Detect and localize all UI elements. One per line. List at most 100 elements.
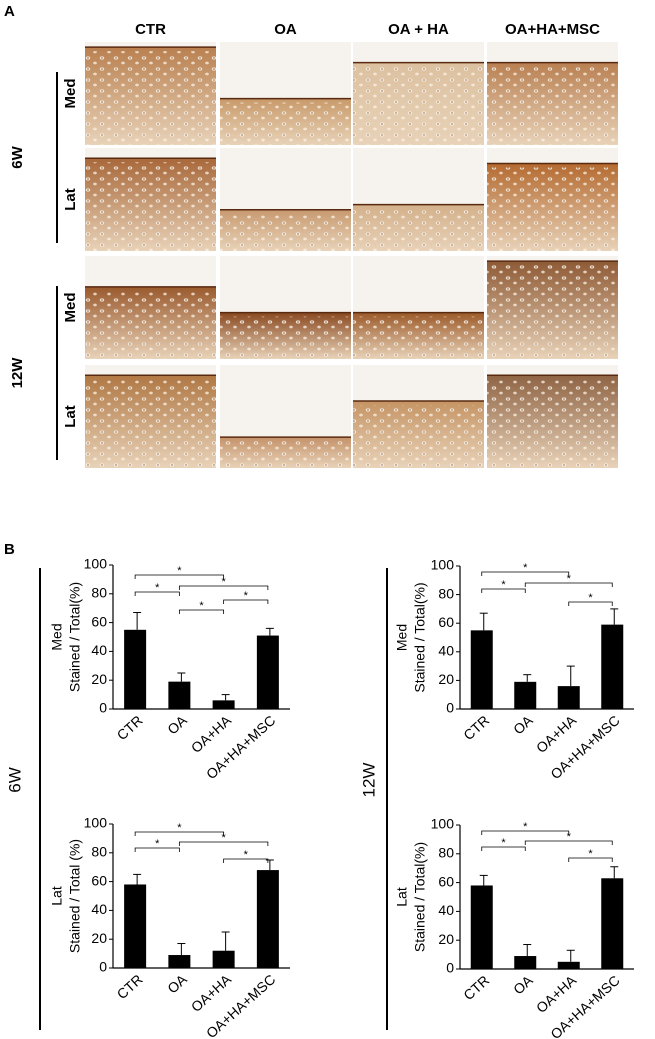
error-bar [610,866,619,879]
significance-bracket [524,840,613,845]
error-bar [221,931,230,951]
y-tick-label: 40 [438,902,454,918]
cells [85,162,216,251]
group-label: 6W [9,145,26,168]
significance-label: * [155,838,160,850]
significance-label: * [523,562,528,574]
significance-bracket [481,846,526,851]
cells [353,405,484,468]
bar [514,681,537,709]
y-tick-label: 20 [91,671,107,687]
group-label: Med [394,624,410,651]
significance-label: * [567,831,572,843]
cells [487,379,618,468]
error-bar [523,674,532,682]
x-tick-label: CTR [114,712,146,743]
significance-label: * [588,592,593,604]
x-tick-label: CTR [460,972,492,1003]
bar [470,885,493,969]
error-bar [566,949,575,962]
y-tick-label: 20 [438,931,454,947]
x-tick-label: OA [510,712,536,738]
cells [487,265,618,359]
bar [256,870,279,968]
bar [124,629,147,709]
y-tick-label: 100 [84,815,108,831]
column-header: OA+HA+MSC [505,21,600,38]
y-tick-label: 20 [438,671,454,687]
group-label: Lat [394,887,410,907]
cells [85,51,216,145]
error-bar [177,672,186,682]
column-header: CTR [135,21,166,38]
significance-bracket [178,609,225,614]
significance-bracket [568,857,613,862]
significance-label: * [221,576,226,588]
y-axis-label: Stained / Total(%) [67,582,83,692]
error-bar [610,608,619,625]
group-label: Lat [49,886,65,906]
cells [220,316,351,359]
error-bar [523,944,532,957]
y-tick-label: 60 [91,872,107,888]
significance-bracket [481,571,570,576]
significance-bracket [134,847,180,852]
cells [220,213,351,251]
bar [514,956,537,969]
bar [168,681,191,709]
y-tick-label: 100 [84,556,108,572]
significance-label: * [523,821,528,833]
significance-label: * [501,579,506,591]
significance-label: * [177,565,182,577]
y-tick-label: 60 [91,613,107,629]
bar [212,700,235,709]
y-axis-label: Stained / Total(%) [412,842,428,952]
group-label: 6W [5,767,24,793]
bar [470,630,493,709]
error-bar [265,859,274,871]
bar [557,961,580,969]
significance-label: * [567,573,572,585]
y-tick-label: 0 [99,700,107,716]
y-tick-label: 100 [431,557,455,573]
significance-label: * [588,848,593,860]
significance-label: * [199,600,204,612]
cells [353,66,484,145]
y-tick-label: 0 [446,960,454,976]
error-bar [566,665,575,687]
y-axis-label: Stained / Total(%) [412,582,428,692]
significance-bracket [178,585,269,590]
significance-label: * [501,837,506,849]
x-tick-label: CTR [460,712,492,743]
y-tick-label: 0 [446,700,454,716]
x-tick-label: OA [164,971,190,997]
bar [601,878,624,969]
error-bar [479,874,488,886]
significance-bracket [223,858,269,863]
y-tick-label: 20 [91,930,107,946]
error-bar [133,873,142,885]
y-tick-label: 0 [99,959,107,975]
x-tick-label: OA [164,712,190,738]
x-tick-label: OA [510,972,536,998]
significance-bracket [568,601,613,606]
row-label: Med [62,293,79,323]
row-label: Lat [62,405,79,428]
significance-bracket [481,830,570,835]
significance-bracket [481,588,526,593]
cells [85,379,216,468]
significance-label: * [177,822,182,834]
y-tick-label: 40 [438,643,454,659]
group-label: 12W [9,357,26,389]
error-bar [177,943,186,956]
significance-label: * [155,582,160,594]
group-label: Med [49,623,65,650]
column-header: OA + HA [388,21,449,38]
y-tick-label: 60 [438,873,454,889]
significance-bracket [134,574,225,579]
row-label: Med [62,79,79,109]
y-tick-label: 100 [431,816,455,832]
bar [124,884,147,968]
bar [212,950,235,968]
